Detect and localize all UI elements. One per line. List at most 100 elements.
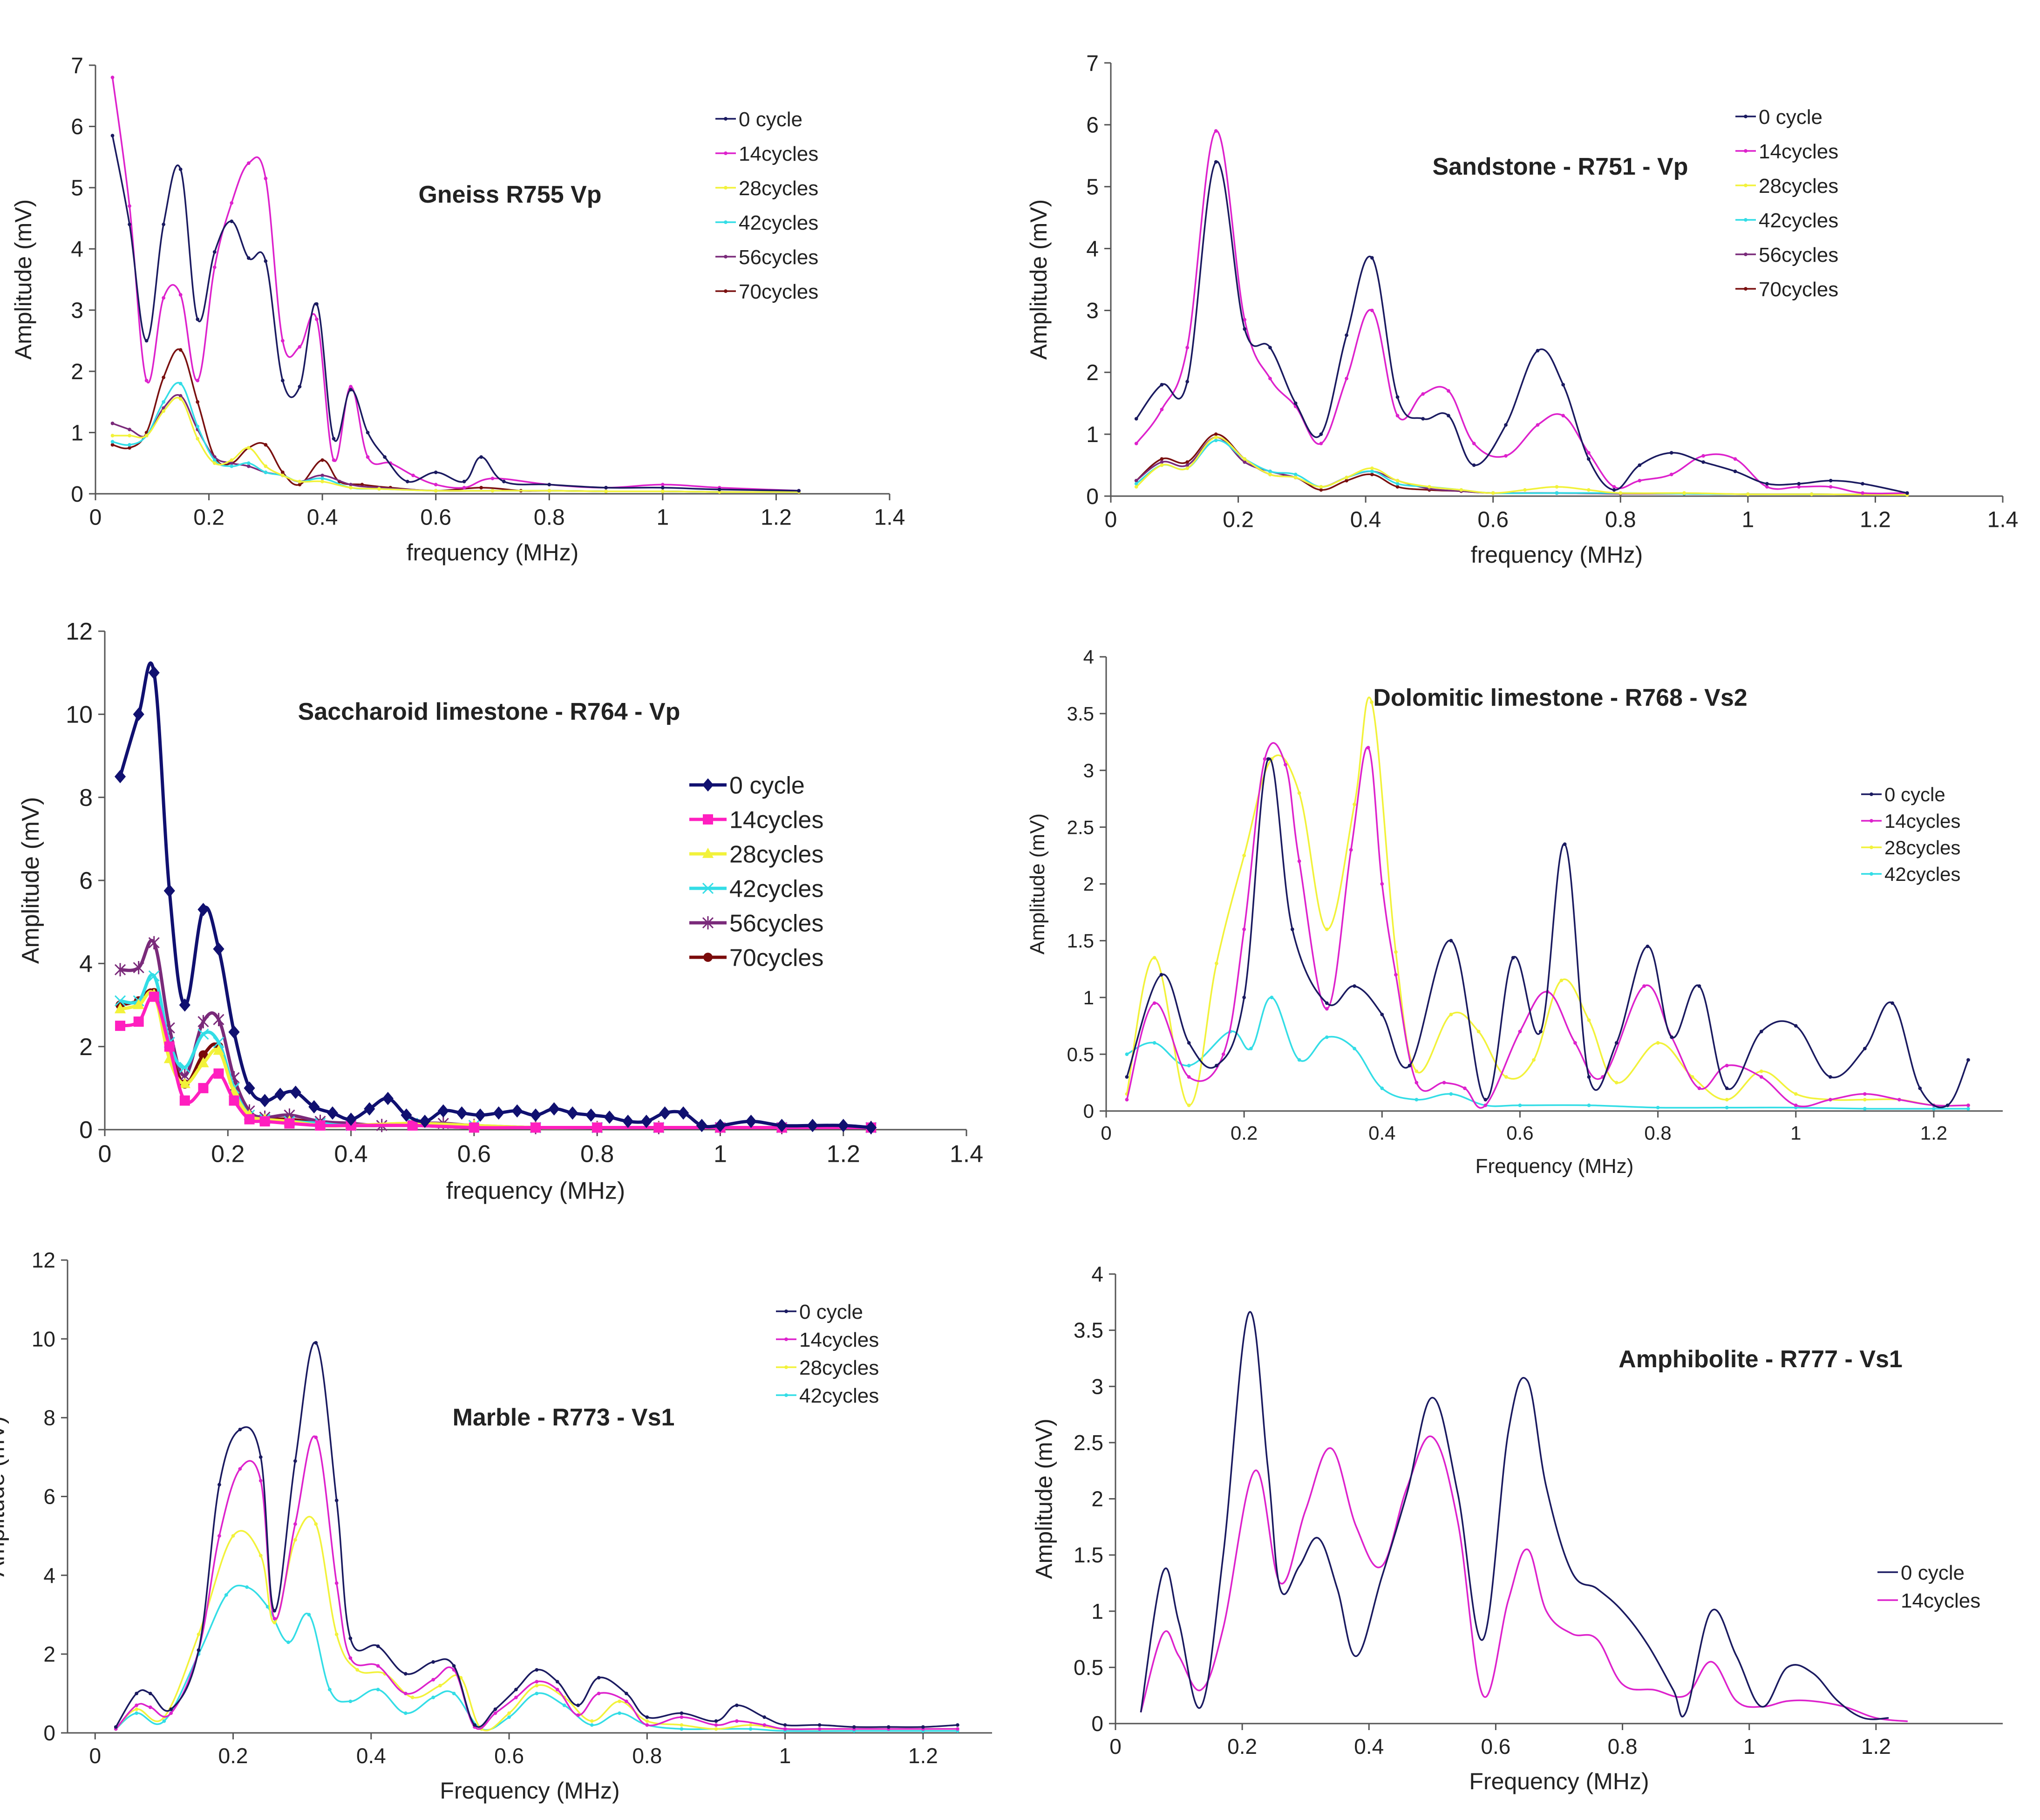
data-point (1449, 1012, 1453, 1016)
data-point (1125, 1097, 1129, 1102)
data-point (1966, 1103, 1970, 1107)
data-point (1449, 1092, 1453, 1096)
data-point (434, 483, 438, 487)
data-point (604, 1110, 615, 1124)
y-axis-label: Amplitude (mV) (10, 199, 36, 360)
data-point (178, 397, 183, 401)
data-point (1725, 1097, 1729, 1102)
data-point (293, 1522, 297, 1526)
data-point (218, 1534, 221, 1538)
data-point (431, 1660, 435, 1664)
x-tick-label: 0.2 (218, 1744, 248, 1768)
x-tick-label: 0.4 (1350, 507, 1381, 532)
x-tick-label: 0.8 (534, 505, 565, 530)
series-line (1140, 1435, 1908, 1722)
x-axis-label: Frequency (MHz) (440, 1778, 619, 1804)
data-point (411, 473, 415, 477)
series-line (111, 135, 799, 492)
y-tick-label: 10 (66, 702, 93, 729)
data-point (1263, 757, 1267, 761)
data-point (144, 379, 149, 382)
legend-label: 0 cycle (1884, 784, 1945, 805)
data-point (1966, 1107, 1970, 1111)
data-point (1319, 488, 1323, 492)
y-tick-label: 7 (71, 54, 83, 78)
data-point (162, 409, 165, 413)
data-point (438, 1684, 442, 1688)
data-point (762, 1723, 767, 1727)
series-14cycles (1140, 1435, 1908, 1722)
data-point (231, 1534, 235, 1538)
legend-item: 0 cycle (1735, 106, 1822, 129)
legend-marker (703, 953, 713, 962)
x-tick-label: 0.4 (356, 1744, 386, 1768)
data-point (110, 75, 115, 80)
data-point (921, 1725, 925, 1729)
legend-marker (703, 814, 713, 825)
x-tick-label: 0.8 (632, 1744, 662, 1768)
data-point (115, 1021, 126, 1031)
data-point (661, 486, 665, 490)
data-point (1759, 1069, 1763, 1073)
data-point (281, 339, 285, 343)
legend-label: 0 cycle (1901, 1561, 1965, 1584)
x-tick-label: 0 (1109, 1734, 1122, 1759)
x-tick-label: 0.4 (334, 1141, 367, 1168)
data-point (462, 479, 466, 484)
data-point (1561, 414, 1565, 418)
data-point (1642, 984, 1646, 988)
data-point (315, 317, 319, 321)
data-point (1890, 1001, 1894, 1005)
data-point (1214, 435, 1218, 439)
x-tick-label: 0.4 (1368, 1122, 1395, 1144)
data-point (462, 486, 466, 490)
data-point (837, 1118, 849, 1132)
data-point (355, 1668, 360, 1672)
legend-label: 14cycles (729, 807, 823, 834)
data-point (1370, 700, 1374, 704)
data-point (1442, 1081, 1446, 1084)
data-point (1587, 488, 1591, 492)
data-point (178, 382, 183, 386)
data-point (259, 1094, 271, 1107)
data-point (865, 1121, 877, 1134)
data-point (162, 222, 165, 226)
data-point (272, 1609, 277, 1613)
legend-marker (1744, 218, 1748, 222)
y-tick-label: 4 (43, 1563, 55, 1588)
legend-label: 28cycles (799, 1356, 879, 1379)
data-point (298, 385, 302, 389)
data-point (1794, 1024, 1798, 1028)
legend-label: 28cycles (1884, 837, 1960, 859)
y-tick-label: 3 (71, 299, 83, 323)
data-point (246, 256, 251, 260)
data-point (469, 1122, 479, 1133)
data-point (264, 177, 268, 180)
data-point (1539, 1029, 1543, 1034)
legend-marker (702, 778, 714, 792)
data-point (1268, 470, 1272, 473)
data-point (1215, 961, 1218, 965)
chart-dolomitic: 0 0.5 1 1.5 2 2.5 3 3.5 4 0 0.2 0.4 0.6 0.8 1 1.2 Freque… (1026, 646, 2003, 1178)
data-point (1185, 346, 1189, 349)
legend-marker (1870, 819, 1873, 823)
data-point (1325, 1007, 1329, 1011)
legend-label: 0 cycle (1759, 106, 1822, 129)
y-tick-label: 2 (1086, 361, 1099, 385)
data-point (264, 443, 268, 447)
data-point (1353, 984, 1356, 988)
data-point (133, 999, 144, 1009)
data-point (162, 400, 165, 404)
data-point (474, 1108, 486, 1122)
chart-title: Amphibolite - R777 - Vs1 (1618, 1346, 1903, 1373)
data-point (1395, 485, 1400, 489)
y-tick-label: 6 (79, 867, 93, 894)
data-point (348, 1636, 353, 1640)
data-point (1559, 978, 1564, 982)
data-point (238, 1427, 242, 1431)
data-point (1325, 1035, 1329, 1039)
data-point (1395, 482, 1400, 486)
data-point (567, 1106, 578, 1120)
data-point (148, 936, 160, 950)
